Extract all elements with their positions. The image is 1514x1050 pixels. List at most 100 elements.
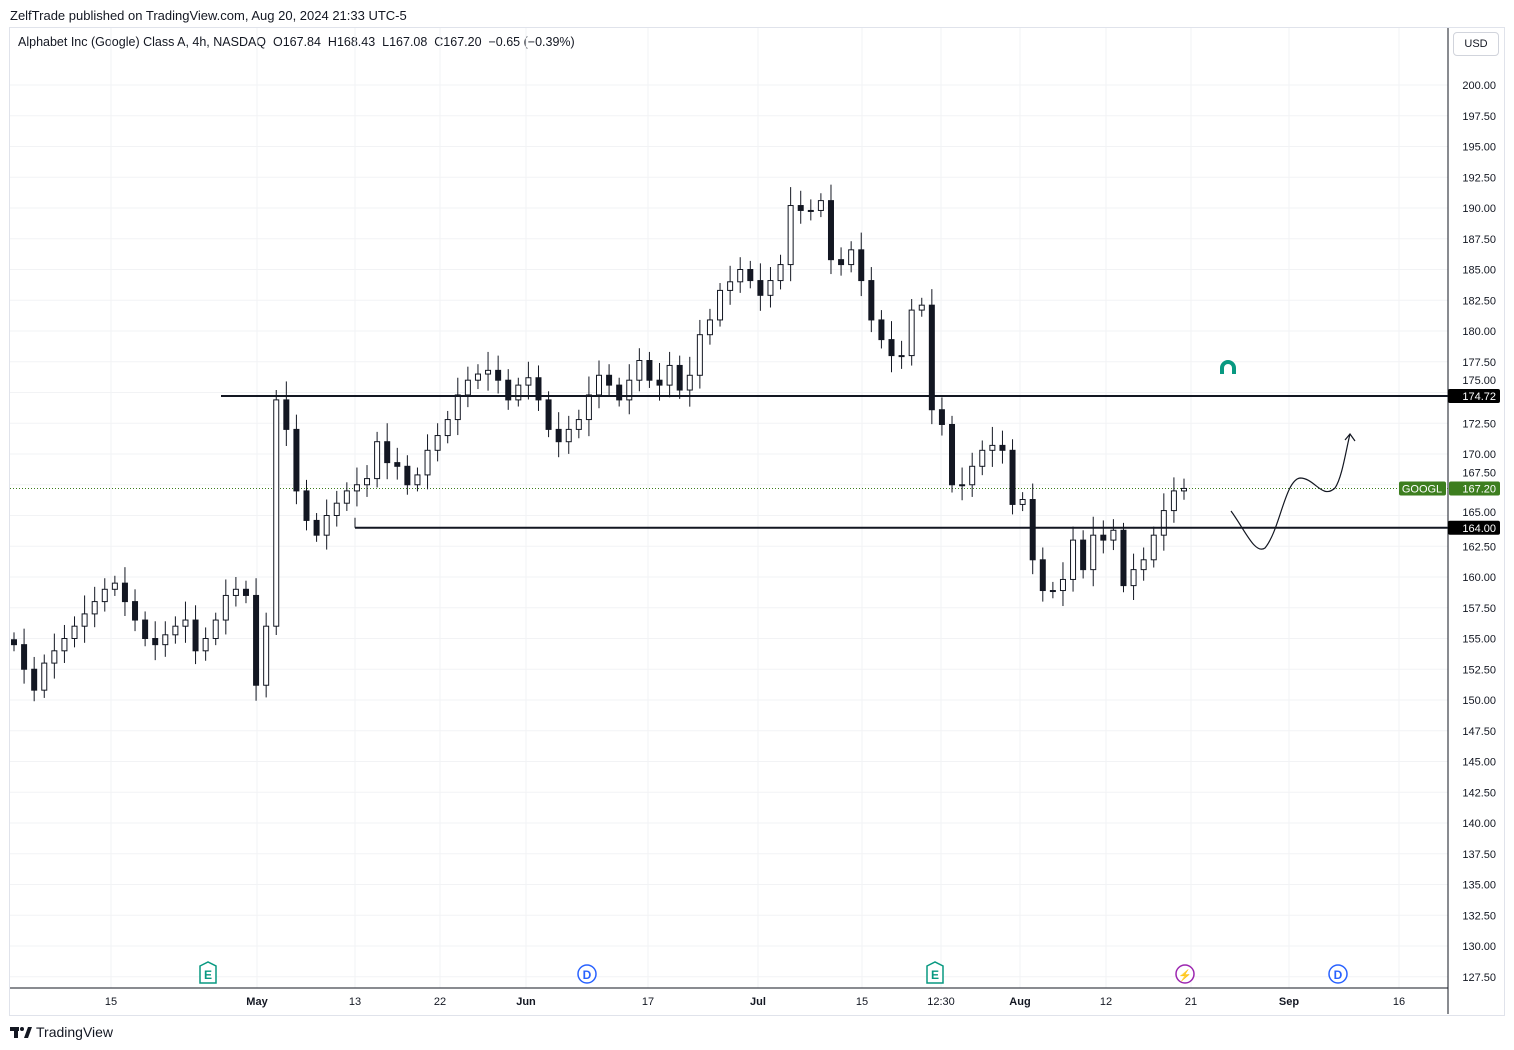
currency-button[interactable]: USD — [1453, 32, 1499, 56]
candle-down — [142, 619, 149, 639]
candle-up — [273, 399, 280, 627]
candle-up — [777, 264, 784, 282]
dividend-event-icon — [577, 964, 597, 984]
candle-down — [404, 465, 411, 486]
candle-up — [807, 209, 814, 212]
candle-up — [424, 449, 431, 476]
candle-up — [485, 369, 492, 375]
open-value: O167.84 — [273, 35, 321, 49]
candle-up — [41, 662, 48, 691]
candle-down — [1009, 449, 1016, 505]
candle-up — [515, 384, 522, 401]
candle-up — [767, 280, 774, 296]
candle-up — [596, 374, 602, 396]
event-label[interactable]: D — [1334, 968, 1343, 982]
candle-up — [202, 638, 209, 652]
candle-up — [212, 619, 219, 639]
candle-up — [222, 594, 229, 621]
candle-up — [162, 634, 169, 646]
candle-up — [1059, 578, 1066, 592]
event-label[interactable]: ⚡ — [1178, 969, 1192, 982]
candle-down — [192, 619, 199, 652]
time-tick-label: 15 — [105, 996, 117, 1008]
price-tick-label: 182.50 — [1462, 295, 1496, 307]
price-tick-label: 160.00 — [1462, 572, 1496, 584]
candle-up — [364, 478, 371, 486]
tradingview-logo[interactable]: TradingView — [10, 1024, 113, 1040]
candle-up — [686, 374, 693, 391]
candle-up — [474, 373, 481, 381]
price-tick-label: 137.50 — [1462, 849, 1496, 861]
earnings-event-icon — [926, 961, 944, 984]
price-tick-label: 147.50 — [1462, 726, 1496, 738]
time-tick-label: 22 — [434, 996, 446, 1008]
candle-down — [11, 639, 17, 646]
candle-down — [1120, 529, 1127, 587]
forecast-path-drawing — [1230, 433, 1351, 550]
low-value: L167.08 — [382, 35, 428, 49]
symbol-name[interactable]: Alphabet Inc (Google) Class A, 4h, NASDA… — [18, 35, 267, 49]
candle-down — [505, 379, 512, 401]
candle-up — [51, 650, 58, 664]
price-tick-label: 177.50 — [1462, 357, 1496, 369]
candle-down — [21, 644, 28, 670]
time-tick-label: 16 — [1393, 996, 1405, 1008]
candle-down — [606, 374, 613, 386]
price-tick-label: 185.00 — [1462, 265, 1496, 277]
event-label[interactable]: D — [583, 968, 592, 982]
candle-down — [878, 319, 885, 341]
candle-up — [1110, 529, 1117, 541]
time-tick-label: 12 — [1100, 996, 1112, 1008]
magnet-icon — [1220, 360, 1236, 374]
candle-down — [1080, 539, 1087, 571]
last-price-label: 167.20 — [1462, 483, 1496, 495]
price-tick-label: 195.00 — [1462, 142, 1496, 154]
candle-down — [394, 462, 401, 467]
candle-up — [737, 269, 744, 283]
price-tick-label: 187.50 — [1462, 234, 1496, 246]
candle-up — [374, 441, 381, 480]
price-tick-label: 135.00 — [1462, 880, 1496, 892]
candle-up — [111, 582, 118, 590]
candle-down — [858, 249, 865, 282]
price-tick-label: 167.50 — [1462, 467, 1496, 479]
price-tick-label: 190.00 — [1462, 203, 1496, 215]
dividend-event-icon — [1328, 964, 1348, 984]
candle-up — [91, 601, 98, 615]
candle-down — [757, 280, 764, 296]
symbol-label: GOOGL — [1402, 483, 1442, 495]
price-tick-label: 172.50 — [1462, 418, 1496, 430]
candle-up — [61, 638, 68, 652]
price-tick-label: 150.00 — [1462, 695, 1496, 707]
event-label[interactable]: E — [931, 968, 939, 982]
event-label[interactable]: E — [204, 968, 212, 982]
candle-up — [666, 364, 673, 386]
time-tick-label: May — [246, 996, 268, 1008]
candle-down — [888, 339, 895, 357]
candle-up — [263, 625, 270, 686]
candle-up — [636, 360, 643, 381]
candle-up — [1070, 539, 1077, 580]
candle-up — [1130, 569, 1137, 587]
candle-down — [938, 409, 945, 425]
close-value: C167.20 — [434, 35, 482, 49]
candle-up — [696, 334, 703, 376]
price-tick-label: 197.50 — [1462, 111, 1496, 123]
candle-up — [727, 281, 734, 291]
candle-down — [303, 490, 310, 521]
candle-up — [1160, 510, 1167, 536]
candle-down — [616, 384, 623, 401]
price-tick-label: 175.00 — [1462, 375, 1496, 387]
candle-up — [1090, 534, 1097, 571]
candle-up — [717, 289, 724, 321]
candle-up — [1181, 487, 1187, 492]
time-tick-label: Jul — [750, 996, 766, 1008]
tradingview-logo-icon — [10, 1027, 32, 1038]
candle-down — [747, 269, 754, 282]
price-tick-label: 192.50 — [1462, 172, 1496, 184]
candle-up — [464, 379, 471, 396]
time-tick-label: 17 — [642, 996, 654, 1008]
brand-name: TradingView — [36, 1024, 114, 1040]
symbol-badge — [1399, 481, 1446, 496]
